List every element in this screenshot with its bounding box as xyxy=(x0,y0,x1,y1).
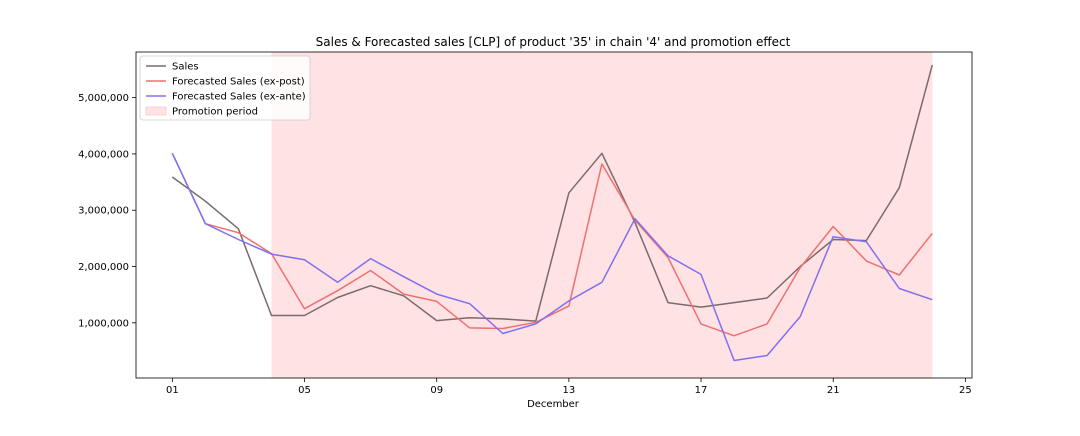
y-tick-label: 5,000,000 xyxy=(78,93,129,104)
y-tick-label: 1,000,000 xyxy=(78,318,129,329)
legend-box xyxy=(139,55,311,121)
x-axis-label: December xyxy=(527,399,580,410)
y-tick-label: 4,000,000 xyxy=(78,149,129,160)
legend: Sales Forecasted Sales (ex-post) Forecaste… xyxy=(139,55,311,121)
legend-swatch xyxy=(145,106,167,116)
x-tick-label: 01 xyxy=(166,385,179,396)
plot-frame xyxy=(135,51,973,379)
legend-label: Promotion period xyxy=(172,107,258,118)
chart-title: Sales & Forecasted sales [CLP] of produc… xyxy=(316,35,791,49)
series-line-forecast-ex-post xyxy=(171,152,933,337)
x-tick-label: 09 xyxy=(430,385,443,396)
x-tick-label: 05 xyxy=(298,385,311,396)
legend-label: Forecasted Sales (ex-ante) xyxy=(172,92,306,103)
x-tick-label: 21 xyxy=(827,385,840,396)
series-line-forecast-ex-ante xyxy=(171,152,933,362)
x-tick-label: 25 xyxy=(959,385,972,396)
x-tick-label: 13 xyxy=(563,385,576,396)
series-line-sales xyxy=(171,64,934,322)
y-tick-label: 3,000,000 xyxy=(78,206,129,217)
x-tick-label: 17 xyxy=(695,385,708,396)
promotion-period-region xyxy=(271,52,933,378)
plot-area: 01 05 09 13 17 21 25 1,000,000 2,000,000 3,000,00… xyxy=(78,51,973,396)
y-tick-label: 2,000,000 xyxy=(78,262,129,273)
legend-label: Sales xyxy=(172,62,199,73)
legend-label: Forecasted Sales (ex-post) xyxy=(172,77,305,88)
